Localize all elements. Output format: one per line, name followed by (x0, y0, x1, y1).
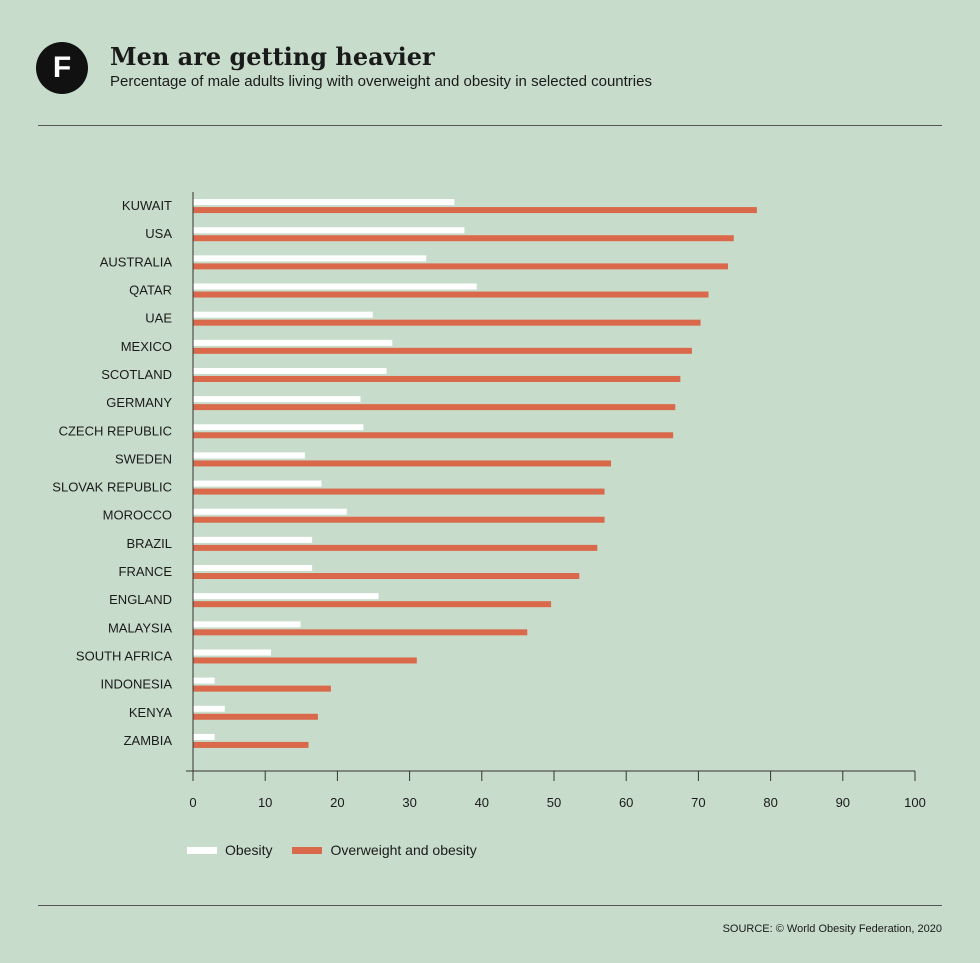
bar-overweight-and-obesity-kuwait (193, 207, 757, 214)
bar-obesity-usa (193, 227, 465, 234)
bar-obesity-malaysia (193, 621, 301, 628)
x-tick-label-100: 100 (904, 795, 926, 810)
bar-overweight-and-obesity-france (193, 573, 580, 580)
x-tick-label-70: 70 (691, 795, 705, 810)
category-label-uae: UAE (145, 311, 172, 326)
bar-obesity-england (193, 593, 379, 600)
category-label-scotland: SCOTLAND (101, 367, 172, 382)
bar-overweight-and-obesity-slovak-republic (193, 488, 605, 495)
legend-label-obesity: Obesity (225, 842, 273, 858)
logo-letter: F (52, 51, 72, 84)
legend-label-overweight: Overweight and obesity (330, 842, 477, 858)
bar-obesity-kuwait (193, 199, 455, 206)
brand-logo: F (36, 42, 88, 94)
category-label-germany: GERMANY (106, 395, 172, 410)
bar-obesity-south-africa (193, 649, 271, 656)
x-tick-label-40: 40 (475, 795, 489, 810)
category-label-malaysia: MALAYSIA (108, 620, 172, 635)
x-tick-label-10: 10 (258, 795, 272, 810)
category-label-england: ENGLAND (109, 592, 172, 607)
category-label-slovak-republic: SLOVAK REPUBLIC (52, 480, 172, 495)
bar-obesity-scotland (193, 367, 387, 374)
bar-overweight-and-obesity-germany (193, 404, 676, 411)
category-label-sweden: SWEDEN (115, 451, 172, 466)
legend-item-obesity: Obesity (187, 842, 272, 858)
bar-obesity-germany (193, 396, 361, 403)
bar-obesity-slovak-republic (193, 480, 322, 487)
bottom-divider (38, 905, 942, 906)
bar-obesity-mexico (193, 339, 393, 346)
bar-obesity-france (193, 565, 313, 572)
legend-item-overweight: Overweight and obesity (292, 842, 477, 858)
bar-obesity-czech-republic (193, 424, 364, 431)
bar-overweight-and-obesity-usa (193, 235, 734, 242)
category-label-kenya: KENYA (129, 705, 172, 720)
bar-overweight-and-obesity-uae (193, 319, 701, 326)
bar-overweight-and-obesity-malaysia (193, 629, 528, 636)
bar-overweight-and-obesity-australia (193, 263, 729, 270)
category-label-indonesia: INDONESIA (100, 677, 172, 692)
bar-overweight-and-obesity-zambia (193, 741, 309, 748)
top-divider (38, 125, 942, 126)
category-label-qatar: QATAR (129, 283, 172, 298)
bar-overweight-and-obesity-indonesia (193, 685, 331, 692)
bar-overweight-and-obesity-sweden (193, 460, 612, 467)
x-tick-label-90: 90 (836, 795, 850, 810)
x-tick-label-20: 20 (330, 795, 344, 810)
bar-overweight-and-obesity-england (193, 601, 552, 608)
bar-overweight-and-obesity-kenya (193, 713, 318, 720)
category-label-zambia: ZAMBIA (124, 733, 173, 748)
bar-obesity-australia (193, 255, 427, 262)
chart-title: Men are getting heavier (110, 42, 435, 71)
bar-obesity-qatar (193, 283, 477, 290)
chart-legend: Obesity Overweight and obesity (187, 842, 477, 858)
bar-overweight-and-obesity-morocco (193, 516, 605, 523)
legend-swatch-obesity (187, 846, 217, 854)
x-tick-label-80: 80 (763, 795, 777, 810)
source-note: SOURCE: © World Obesity Federation, 2020 (722, 923, 942, 935)
x-tick-label-60: 60 (619, 795, 633, 810)
category-label-czech-republic: CZECH REPUBLIC (59, 423, 172, 438)
bar-overweight-and-obesity-qatar (193, 291, 709, 298)
category-label-morocco: MOROCCO (103, 508, 172, 523)
x-tick-label-30: 30 (402, 795, 416, 810)
bar-obesity-sweden (193, 452, 305, 459)
x-tick-label-0: 0 (189, 795, 196, 810)
category-label-kuwait: KUWAIT (122, 198, 172, 213)
category-label-south-africa: SOUTH AFRICA (76, 648, 172, 663)
category-label-mexico: MEXICO (121, 339, 172, 354)
category-label-australia: AUSTRALIA (100, 254, 173, 269)
bar-obesity-zambia (193, 733, 215, 740)
category-label-france: FRANCE (119, 564, 173, 579)
bar-overweight-and-obesity-scotland (193, 375, 681, 382)
bar-overweight-and-obesity-czech-republic (193, 432, 674, 439)
bar-overweight-and-obesity-brazil (193, 544, 598, 551)
bar-overweight-and-obesity-mexico (193, 347, 692, 354)
x-tick-label-50: 50 (547, 795, 561, 810)
bar-obesity-indonesia (193, 677, 215, 684)
bar-obesity-uae (193, 311, 373, 318)
bar-obesity-morocco (193, 508, 347, 515)
legend-swatch-overweight (292, 846, 323, 854)
bar-obesity-kenya (193, 705, 225, 712)
category-label-brazil: BRAZIL (126, 536, 172, 551)
bar-obesity-brazil (193, 536, 313, 543)
chart-subtitle: Percentage of male adults living with ov… (110, 73, 652, 90)
bar-overweight-and-obesity-south-africa (193, 657, 417, 664)
category-label-usa: USA (145, 226, 172, 241)
